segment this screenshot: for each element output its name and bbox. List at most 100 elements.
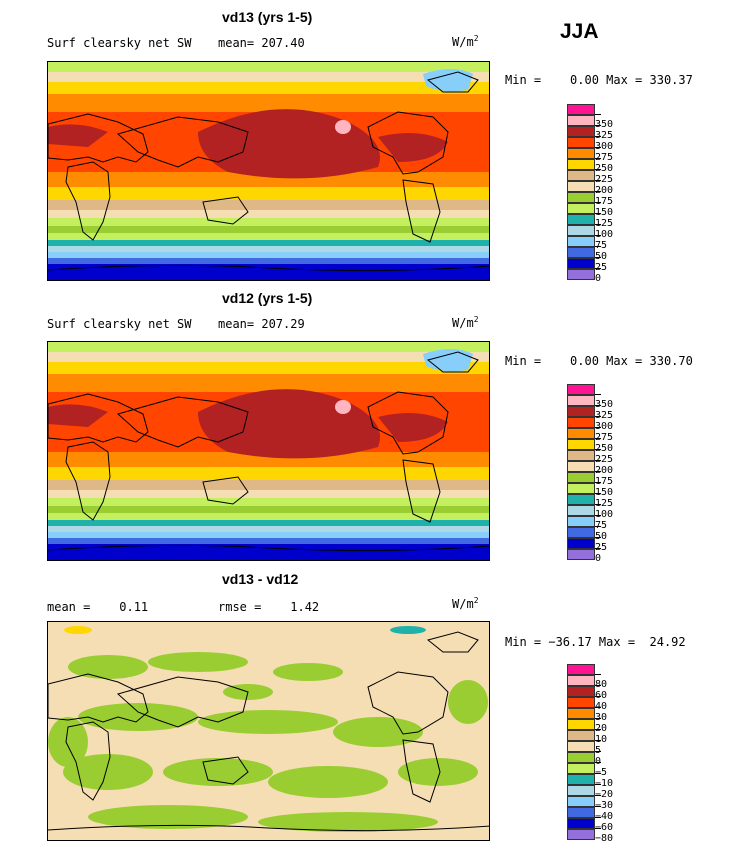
colorbar-tick: 250 [595,434,613,454]
coastline [202,476,249,505]
colorbar-tick: −20 [595,780,613,800]
map-band [48,480,489,490]
colorbar-swatch [567,807,595,818]
colorbar-swatch [567,417,595,428]
colorbar-tick: −5 [595,758,607,778]
colorbar-tick-label: 60 [595,690,608,701]
colorbar-swatch [567,472,595,483]
coastline [426,71,479,93]
colorbar-swatch [567,549,595,560]
colorbar-tick: 350 [595,110,613,130]
colorbar-tick: 150 [595,198,613,218]
colorbar-tick: 50 [595,242,607,262]
colorbar-tick-label: −40 [595,811,614,822]
colorbar-tick-label: 100 [595,229,614,240]
colorbar-tick-label: 25 [595,262,608,273]
colorbar-tick: 10 [595,725,607,745]
colorbar-swatch [567,829,595,840]
map-band [48,264,489,280]
panel2-units: W/m2 [452,315,479,330]
colorbar-swatch [567,697,595,708]
colorbar-tick: 250 [595,154,613,174]
coastline [48,824,489,832]
map-band [48,544,489,560]
coastline [367,671,449,735]
map-band [48,94,489,112]
colorbar-tick-label: 30 [595,712,608,723]
colorbar-tick: 275 [595,143,613,163]
colorbar-swatch [567,505,595,516]
coastline [48,673,149,723]
coastline [48,393,149,443]
colorbar-tick-label: 250 [595,443,614,454]
colorbar-tick: 200 [595,456,613,476]
colorbar-tick: 75 [595,231,607,251]
colorbar-tick: 350 [595,390,613,410]
colorbar-tick-label: 275 [595,152,614,163]
panel1-map [47,61,490,281]
coastline [116,116,249,168]
map-band [48,538,489,544]
colorbar-tick: 0 [595,544,603,564]
colorbar-tick: 40 [595,692,607,712]
coastline [202,196,249,225]
colorbar-swatch [567,236,595,247]
colorbar-swatch [567,406,595,417]
colorbar-tick-label: 250 [595,163,614,174]
coastline [65,721,111,801]
colorbar-tick-label: 300 [595,421,614,432]
panel3-mean: mean = 0.11 [47,600,149,614]
colorbar-tick: 175 [595,467,613,487]
season-label: JJA [560,20,599,43]
colorbar-tick-label: 0 [595,553,602,564]
map-band [48,452,489,467]
map-band [48,513,489,520]
colorbar-swatch [567,269,595,280]
colorbar-swatch [567,686,595,697]
panel1-title: vd13 (yrs 1-5) [222,9,313,25]
map-band [48,467,489,480]
colorbar-swatch [567,675,595,686]
coastline [402,459,441,523]
panel1-minmax: Min = 0.00 Max = 330.37 [505,73,693,87]
colorbar-swatch [567,181,595,192]
map-region [333,717,423,747]
colorbar-tick: 325 [595,401,613,421]
map-region [378,413,448,442]
colorbar-swatch [567,170,595,181]
colorbar-swatch [567,159,595,170]
colorbar-swatch [567,527,595,538]
colorbar-tick-label: 125 [595,498,614,509]
colorbar-tick-label: −80 [595,833,614,844]
colorbar-tick-label: 10 [595,734,608,745]
panel2-map [47,341,490,561]
colorbar-tick-label: 200 [595,465,614,476]
colorbar-tick: 50 [595,522,607,542]
colorbar-tick: 200 [595,176,613,196]
colorbar-tick-label: 175 [595,476,614,487]
map-region [63,754,153,790]
colorbar-tick: 325 [595,121,613,141]
colorbar-tick-label: 175 [595,196,614,207]
map-region [163,758,273,786]
colorbar-tick: 25 [595,533,607,553]
colorbar-tick-label: 40 [595,701,608,712]
map-band [48,240,489,246]
colorbar-tick: −40 [595,802,613,822]
colorbar-tick-label: 350 [595,399,614,410]
colorbar-tick-label: 200 [595,185,614,196]
colorbar-tick-label: −10 [595,778,614,789]
map-region [48,124,108,147]
colorbar-tick: −60 [595,813,613,833]
colorbar-swatch [567,708,595,719]
map-band [48,342,489,352]
map-band [48,526,489,532]
colorbar-swatch [567,818,595,829]
colorbar-swatch [567,148,595,159]
colorbar-tick: 100 [595,500,613,520]
colorbar-tick: 100 [595,220,613,240]
panel1-subtitle: Surf clearsky net SW [47,36,192,50]
map-region [48,717,88,767]
coastline [367,391,449,455]
map-band [48,498,489,506]
